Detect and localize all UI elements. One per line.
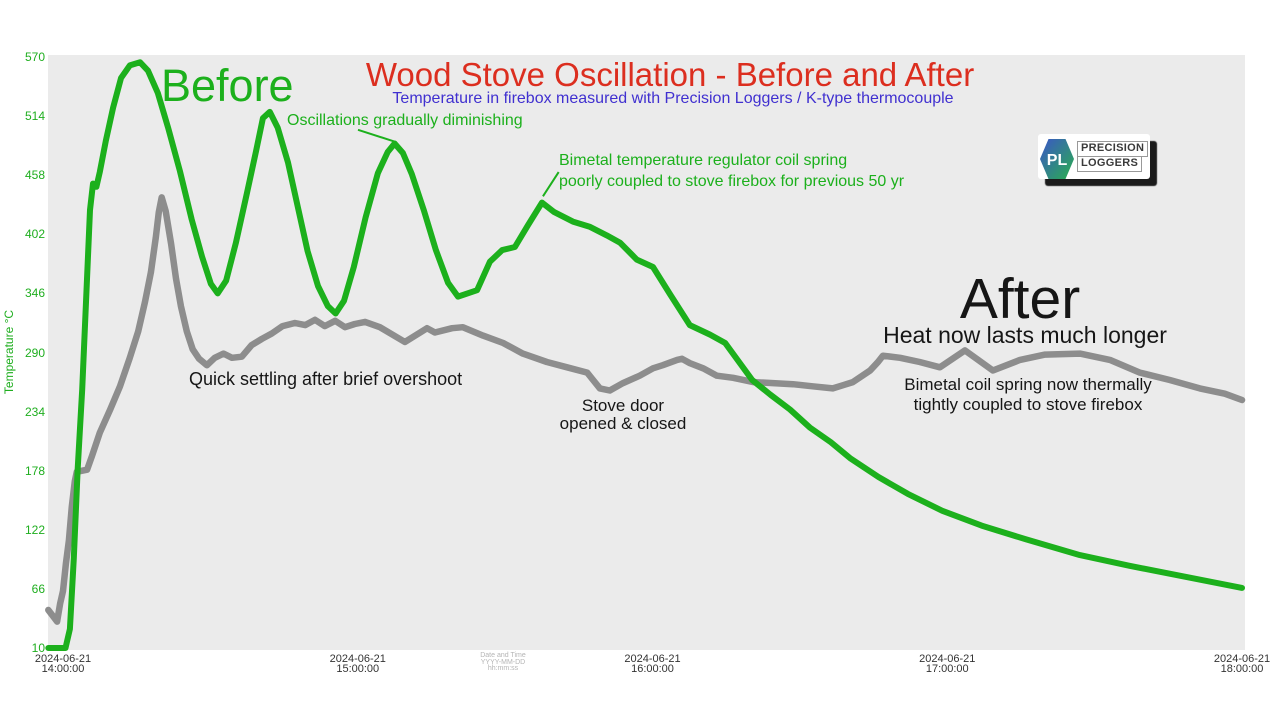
x-tick-17:00:00: 2024-06-21 17:00:00 xyxy=(919,653,976,675)
x-axis-label: Date and Time YYYY-MM-DD hh:mm:ss xyxy=(480,652,526,672)
bimetal-after-annotation: Bimetal coil spring now thermally tightl… xyxy=(904,375,1152,415)
y-tick-346: 346 xyxy=(24,286,45,301)
quick-settling-annotation: Quick settling after brief overshoot xyxy=(189,369,463,389)
stove-door-line1: Stove door xyxy=(581,396,665,415)
y-tick-66: 66 xyxy=(31,581,45,596)
y-tick-514: 514 xyxy=(24,109,45,124)
y-tick-570: 570 xyxy=(24,50,45,64)
y-tick-458: 458 xyxy=(24,168,45,183)
logo-initials: PL xyxy=(1047,152,1068,169)
bimetal-before-annotation: Bimetal temperature regulator coil sprin… xyxy=(559,150,904,192)
logo-word-loggers: LOGGERS xyxy=(1077,156,1143,172)
x-tick-15:00:00: 2024-06-21 15:00:00 xyxy=(329,653,386,675)
x-tick-18:00:00: 2024-06-21 18:00:00 xyxy=(1213,653,1271,675)
logo-word-precision: PRECISION xyxy=(1077,141,1149,157)
bimetal-before-line1: Bimetal temperature regulator coil sprin… xyxy=(559,152,848,169)
y-tick-122: 122 xyxy=(24,522,45,537)
x-tick-14:00:00: 2024-06-21 14:00:00 xyxy=(34,653,92,675)
stove-door-line2: opened & closed xyxy=(559,413,687,433)
y-tick-178: 178 xyxy=(24,463,45,478)
oscillations-annotation: Oscillations gradually diminishing xyxy=(287,112,523,129)
bimetal-after-line1: Bimetal coil spring now thermally xyxy=(904,375,1152,394)
x-tick-16:00:00: 2024-06-21 16:00:00 xyxy=(624,653,681,675)
heat-lasts-annotation: Heat now lasts much longer xyxy=(883,322,1167,348)
before-series-line xyxy=(45,59,1245,651)
y-tick-290: 290 xyxy=(24,345,45,360)
y-tick-234: 234 xyxy=(24,404,45,419)
after-series-line xyxy=(45,194,1246,625)
oscillations-pointer xyxy=(357,128,395,143)
bimetal-before-line2: poorly coupled to stove firebox for prev… xyxy=(559,173,905,190)
y-axis-label: Temperature °C xyxy=(2,309,16,395)
bimetal-before-pointer xyxy=(542,171,560,197)
temperature-line-chart xyxy=(45,59,1246,651)
y-tick-10: 10 xyxy=(31,641,45,656)
logo-hexagon-icon: PL xyxy=(1040,138,1074,179)
after-series-label: After xyxy=(959,267,1081,331)
before-series-label: Before xyxy=(161,60,294,111)
precision-loggers-logo: PL PRECISION LOGGERS xyxy=(1038,134,1150,179)
stove-door-annotation: Stove door opened & closed xyxy=(560,397,687,432)
chart-subtitle: Temperature in firebox measured with Pre… xyxy=(392,90,954,107)
bimetal-after-line2: tightly coupled to stove firebox xyxy=(913,395,1143,414)
chart-title: Wood Stove Oscillation - Before and Afte… xyxy=(365,56,975,93)
logo-wordmark: PRECISION LOGGERS xyxy=(1077,141,1149,172)
y-tick-402: 402 xyxy=(24,227,45,242)
